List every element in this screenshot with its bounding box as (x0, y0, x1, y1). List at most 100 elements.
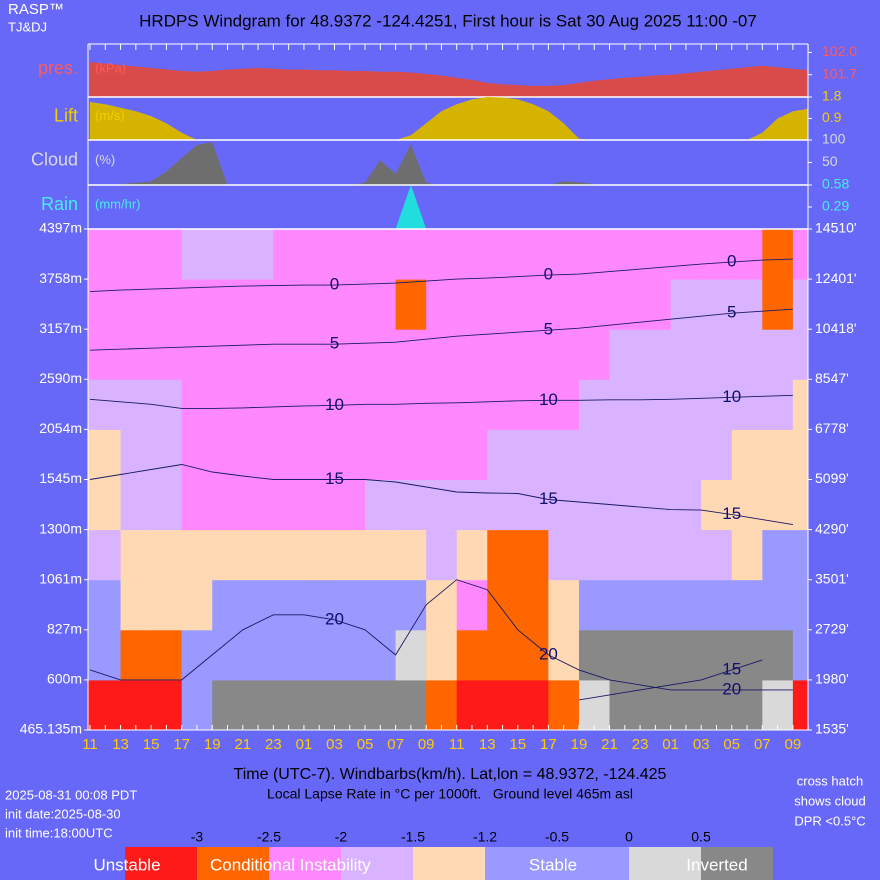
lapse-cell (731, 379, 763, 430)
y2-tick-label: 4290' (815, 520, 849, 536)
lapse-cell (242, 329, 274, 380)
lapse-cell (487, 229, 519, 280)
lapse-cell (151, 629, 183, 681)
lapse-cell (762, 329, 794, 380)
lapse-cell (517, 279, 549, 330)
isotherm-label: 10 (325, 395, 344, 414)
lapse-cell (120, 679, 152, 730)
lapse-cell (487, 279, 519, 330)
lapse-cell (242, 229, 274, 280)
lapse-cell (303, 529, 335, 581)
lapse-cell (731, 429, 763, 480)
lapse-cell (548, 379, 580, 430)
lapse-cell (426, 379, 458, 430)
lapse-cell (670, 629, 702, 681)
isotherm-label: 20 (539, 644, 558, 663)
y2-tick-label: 2729' (815, 621, 849, 637)
lapse-cell (120, 329, 152, 380)
lapse-cell (487, 679, 519, 730)
panel-unit: (mm/hr) (95, 196, 141, 211)
isotherm-label: 10 (539, 390, 558, 409)
isotherm-label: 20 (325, 609, 344, 628)
lapse-cell (762, 629, 794, 681)
lapse-cell (762, 579, 794, 631)
lapse-cell (395, 629, 427, 681)
legend-swatch (341, 847, 413, 880)
x-tick-label: 11 (449, 736, 465, 753)
isotherm-label: 15 (722, 659, 741, 678)
lapse-cell (395, 579, 427, 631)
lapse-cell (578, 279, 611, 330)
lapse-cell (273, 579, 305, 631)
y2-tick-label: 101.7 (822, 65, 857, 81)
lapse-cell (303, 429, 335, 480)
lapse-cell (334, 229, 366, 280)
isotherm (89, 579, 793, 691)
lapse-cell (548, 279, 580, 330)
isotherm-label: 15 (722, 504, 741, 523)
y2-tick-label: 1.8 (822, 88, 842, 104)
lapse-cell (88, 579, 122, 631)
lapse-cell (120, 529, 152, 581)
lapse-cell (487, 329, 519, 380)
lapse-cell (426, 429, 458, 480)
lapse-cell (792, 229, 808, 280)
lapse-cell (456, 429, 488, 480)
legend-swatch (701, 847, 773, 880)
y-tick-label: 600m (47, 671, 82, 687)
isotherm-label: 20 (722, 679, 741, 698)
isotherm (89, 308, 793, 351)
lapse-cell (517, 629, 549, 681)
lapse-cell (517, 229, 549, 280)
y2-tick-label: 0.29 (822, 198, 849, 214)
lapse-cell (548, 429, 580, 480)
lapse-cell (701, 679, 733, 730)
lapse-cell (792, 329, 808, 380)
lapse-cell (242, 379, 274, 430)
lapse-cell (273, 429, 305, 480)
lapse-cell (395, 279, 427, 330)
lapse-cell (181, 229, 213, 280)
lapse-cell (517, 329, 549, 380)
legend-label: Stable (529, 855, 577, 874)
lapse-cell (242, 679, 274, 730)
lapse-cell (303, 579, 335, 631)
lapse-cell (548, 629, 580, 681)
lapse-cell (365, 229, 397, 280)
lapse-cell (88, 279, 122, 330)
lapse-cell (334, 629, 366, 681)
y2-tick-label: 10418' (815, 320, 857, 336)
lapse-cell (487, 479, 519, 531)
lapse-cell (242, 279, 274, 330)
x-axis-title: Time (UTC-7). Windbarbs(km/h). Lat,lon =… (234, 766, 667, 783)
x-tick-label: 19 (571, 736, 588, 753)
lapse-cell (701, 229, 733, 280)
y-tick-label: 2054m (39, 420, 82, 436)
lapse-cell (88, 229, 122, 280)
lapse-cell (212, 279, 244, 330)
lapse-cell (181, 679, 213, 730)
lapse-cell (609, 229, 641, 280)
lapse-cell (181, 479, 213, 531)
lapse-cell (456, 329, 488, 380)
lapse-cell (242, 479, 274, 531)
panel-unit: (m/s) (95, 108, 125, 123)
lapse-cell (426, 479, 458, 531)
lapse-cell (701, 279, 733, 330)
lapse-cell (670, 479, 702, 531)
lapse-cell (609, 679, 641, 730)
lapse-cell (731, 229, 763, 280)
y-tick-label: 2590m (39, 370, 82, 386)
lapse-cell (487, 529, 519, 581)
y-tick-label: 3758m (39, 270, 82, 286)
lapse-cell (426, 229, 458, 280)
lapse-cell (456, 629, 488, 681)
x-tick-label: 05 (357, 736, 374, 753)
lapse-cell (578, 429, 611, 480)
area (90, 142, 809, 185)
lapse-cell (640, 679, 672, 730)
chart-title: HRDPS Windgram for 48.9372 -124.4251, Fi… (139, 11, 757, 30)
lapse-cell (578, 479, 611, 531)
lapse-cell (88, 379, 122, 430)
